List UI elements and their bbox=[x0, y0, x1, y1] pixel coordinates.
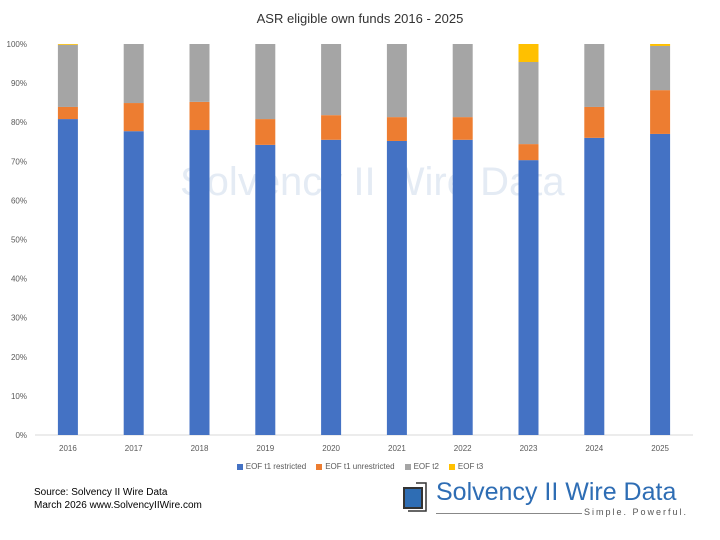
source-note: Source: Solvency II Wire Data March 2026… bbox=[34, 486, 202, 512]
x-tick-label: 2019 bbox=[256, 444, 274, 453]
legend-label: EOF t1 restricted bbox=[245, 462, 307, 471]
bar-segment-eof-t2 bbox=[386, 44, 407, 118]
logo-tagline: Simple. Powerful. bbox=[581, 507, 688, 517]
bar-segment-eof-t1-restricted bbox=[255, 144, 276, 436]
x-tick-label: 2023 bbox=[520, 444, 538, 453]
bar-segment-eof-t2 bbox=[584, 44, 605, 107]
bar-segment-eof-t3 bbox=[650, 44, 671, 46]
bar-segment-eof-t1-unrestricted bbox=[518, 144, 539, 161]
y-tick-label: 70% bbox=[11, 157, 27, 166]
bar-segment-eof-t3 bbox=[57, 44, 78, 45]
x-tick-label: 2024 bbox=[585, 444, 603, 453]
bar-segment-eof-t1-restricted bbox=[123, 131, 144, 435]
y-tick-label: 30% bbox=[11, 314, 27, 323]
bar-segment-eof-t2 bbox=[189, 44, 210, 102]
bar-segment-eof-t1-unrestricted bbox=[57, 106, 78, 120]
legend-swatch bbox=[404, 463, 411, 470]
chart-title: ASR eligible own funds 2016 - 2025 bbox=[256, 11, 464, 26]
y-tick-label: 100% bbox=[7, 40, 27, 49]
bar-segment-eof-t1-restricted bbox=[189, 130, 210, 435]
bar-segment-eof-t2 bbox=[57, 44, 78, 107]
legend-label: EOF t1 unrestricted bbox=[325, 462, 395, 471]
bar-segment-eof-t1-restricted bbox=[650, 133, 671, 435]
bar-segment-eof-t1-restricted bbox=[386, 140, 407, 435]
legend-item: EOF t1 restricted bbox=[236, 462, 307, 471]
bar-segment-eof-t1-restricted bbox=[518, 160, 539, 435]
bar-segment-eof-t2 bbox=[518, 61, 539, 145]
y-tick-label: 80% bbox=[11, 118, 27, 127]
legend-label: EOF t2 bbox=[413, 462, 439, 471]
bar-segment-eof-t1-unrestricted bbox=[255, 119, 276, 145]
bar-segment-eof-t1-unrestricted bbox=[386, 117, 407, 141]
bar-segment-eof-t1-unrestricted bbox=[189, 101, 210, 131]
logo-icon bbox=[403, 482, 427, 512]
chart: 0% 10% 20% 30% 40% 50% 60% 70% 80% 90% 100% 2016 201… bbox=[7, 40, 693, 453]
legend-swatch bbox=[316, 463, 323, 470]
bar-segment-eof-t1-restricted bbox=[452, 139, 473, 436]
bar-segment-eof-t1-restricted bbox=[321, 139, 342, 436]
logo-name: Solvency II Wire Data bbox=[436, 478, 677, 506]
bar-segment-eof-t2 bbox=[452, 44, 473, 118]
bar-segment-eof-t2 bbox=[321, 44, 342, 116]
x-tick-label: 2017 bbox=[125, 444, 143, 453]
x-tick-label: 2016 bbox=[59, 444, 77, 453]
x-tick-label: 2018 bbox=[191, 444, 209, 453]
bar-segment-eof-t1-unrestricted bbox=[584, 106, 605, 138]
y-tick-label: 20% bbox=[11, 353, 27, 362]
bar-segment-eof-t1-unrestricted bbox=[452, 117, 473, 140]
legend-swatch bbox=[236, 463, 243, 470]
y-tick-label: 50% bbox=[11, 236, 27, 245]
legend-swatch bbox=[448, 463, 455, 470]
bar-segment-eof-t1-restricted bbox=[57, 119, 78, 436]
bar-segment-eof-t2 bbox=[255, 44, 276, 120]
source-line-1: Source: Solvency II Wire Data bbox=[34, 487, 168, 498]
x-tick-label: 2025 bbox=[651, 444, 669, 453]
bar-segment-eof-t1-unrestricted bbox=[123, 103, 144, 132]
y-tick-label: 40% bbox=[11, 275, 27, 284]
bar-segment-eof-t3 bbox=[518, 44, 539, 62]
x-tick-label: 2022 bbox=[454, 444, 472, 453]
y-tick-label: 10% bbox=[11, 392, 27, 401]
x-tick-label: 2021 bbox=[388, 444, 406, 453]
legend-item: EOF t2 bbox=[404, 462, 439, 471]
legend-label: EOF t3 bbox=[457, 462, 484, 471]
bar-segment-eof-t2 bbox=[650, 45, 671, 91]
bar-segment-eof-t2 bbox=[123, 44, 144, 104]
legend-item: EOF t3 bbox=[448, 462, 484, 471]
legend-item: EOF t1 unrestricted bbox=[316, 462, 395, 471]
watermark: Solvency II Wire Data bbox=[180, 160, 565, 204]
x-tick-label: 2020 bbox=[322, 444, 340, 453]
logo: Solvency II Wire Data Simple. Powerful. bbox=[402, 478, 692, 520]
legend: EOF t1 restricted EOF t1 unrestricted EOF … bbox=[0, 462, 720, 471]
bar-segment-eof-t1-unrestricted bbox=[650, 90, 671, 134]
source-line-2: March 2026 www.SolvencyIIWire.com bbox=[34, 500, 202, 511]
y-tick-label: 0% bbox=[15, 431, 27, 440]
y-tick-label: 60% bbox=[11, 196, 27, 205]
bar-segment-eof-t1-restricted bbox=[584, 137, 605, 435]
y-tick-label: 90% bbox=[11, 79, 27, 88]
bar-segment-eof-t1-unrestricted bbox=[321, 115, 342, 140]
